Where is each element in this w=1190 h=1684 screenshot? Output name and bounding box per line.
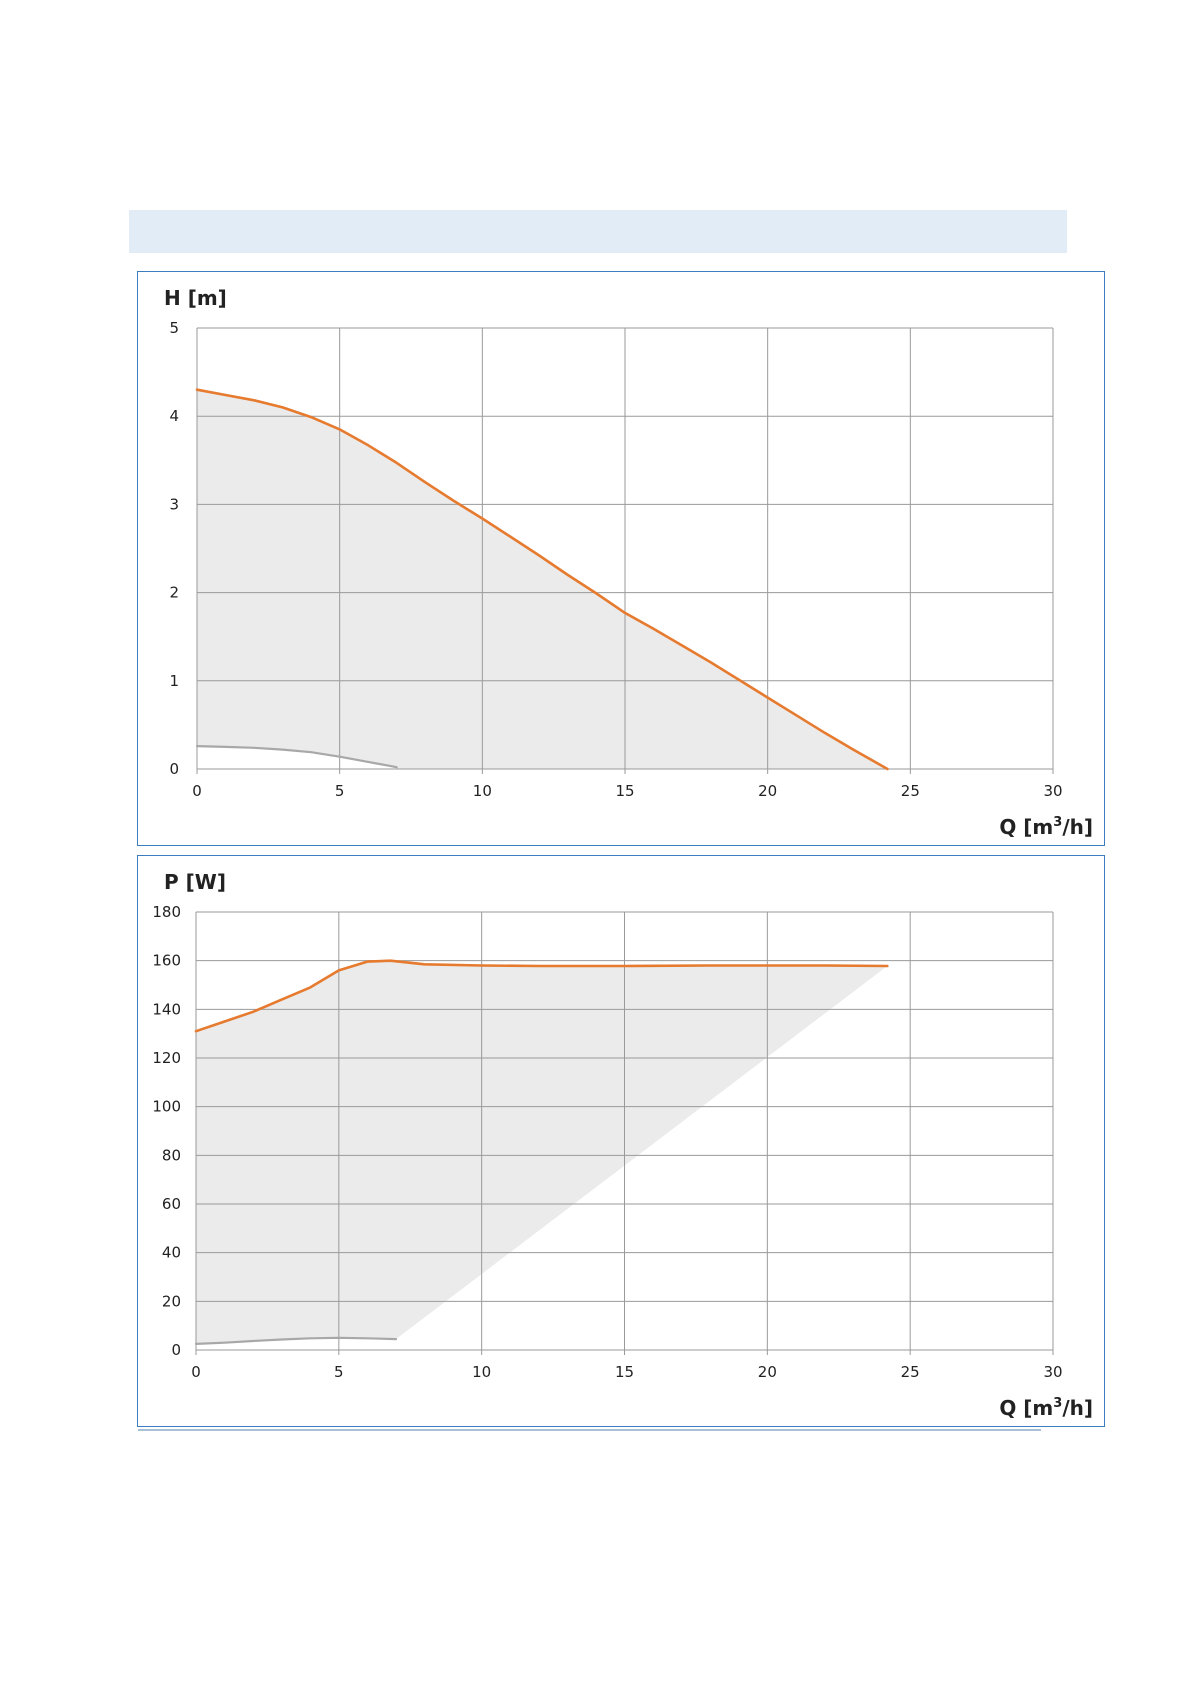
y-tick-label: 2	[169, 584, 179, 602]
x-tick-label: 0	[191, 1363, 201, 1381]
y-axis-title: H [m]	[164, 286, 227, 310]
operating-area	[196, 960, 888, 1344]
operating-area	[197, 389, 888, 769]
head-chart-frame: 0 5 10 15 20 25 30 0 1 2 3 4 5 H [m] Q [m3/h]	[137, 271, 1105, 846]
max-speed-curve	[195, 388, 889, 771]
y-tick-label: 0	[169, 760, 179, 778]
y-tick-label: 180	[152, 903, 181, 921]
y-tick-label: 120	[152, 1049, 181, 1067]
x-tick-label: 20	[758, 782, 777, 800]
x-tick-label: 20	[758, 1363, 777, 1381]
y-tick-label: 160	[152, 952, 181, 970]
min-speed-curve	[195, 745, 398, 769]
y-tick-label: 1	[169, 672, 179, 690]
x-tick-label: 5	[334, 1363, 344, 1381]
power-chart-frame: 0 5 10 15 20 25 30 0 20 40 60 80 100 120 140 160 180 P [W…	[137, 855, 1105, 1427]
y-tick-label: 100	[152, 1098, 181, 1116]
y-axis-title: P [W]	[164, 870, 226, 894]
y-tick-label: 3	[169, 495, 179, 513]
x-tick-label: 0	[192, 782, 202, 800]
y-tick-label: 60	[162, 1195, 181, 1213]
x-tick-label: 10	[473, 782, 492, 800]
x-tick-label: 25	[901, 1363, 920, 1381]
header-band	[129, 210, 1067, 253]
min-speed-curve	[194, 1336, 398, 1345]
x-tick-label: 25	[901, 782, 920, 800]
power-chart: 0 5 10 15 20 25 30 0 20 40 60 80 100 120 140 160 180 P [W…	[152, 870, 1093, 1420]
y-tick-label: 4	[169, 407, 179, 425]
x-tick-label: 30	[1043, 1363, 1062, 1381]
x-axis-title: Q [m3/h]	[999, 815, 1093, 839]
y-tick-label: 20	[162, 1292, 181, 1310]
head-chart: 0 5 10 15 20 25 30 0 1 2 3 4 5 H [m] Q [m3/h]	[164, 286, 1093, 839]
bottom-rule	[138, 1429, 1041, 1431]
x-axis-title: Q [m3/h]	[999, 1396, 1093, 1420]
y-tick-label: 80	[162, 1146, 181, 1164]
max-speed-curve	[194, 959, 889, 1033]
y-tick-label: 0	[171, 1341, 181, 1359]
y-tick-label: 140	[152, 1000, 181, 1018]
y-tick-label: 5	[169, 319, 179, 337]
x-tick-label: 5	[335, 782, 345, 800]
x-tick-label: 15	[615, 782, 634, 800]
x-tick-label: 15	[615, 1363, 634, 1381]
y-tick-label: 40	[162, 1244, 181, 1262]
x-tick-label: 30	[1043, 782, 1062, 800]
x-tick-label: 10	[472, 1363, 491, 1381]
